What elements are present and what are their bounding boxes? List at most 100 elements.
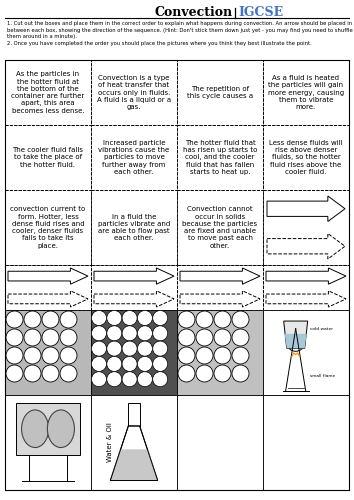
Bar [16,402,80,455]
Polygon shape [266,268,346,284]
Text: As the particles in
the hotter fluid at
the bottom of the
container are further
: As the particles in the hotter fluid at … [11,72,85,114]
Circle shape [153,326,168,341]
Text: convection current to
form. Hotter, less
dense fluid rises and
cooler, denser fl: convection current to form. Hotter, less… [10,206,86,248]
Circle shape [214,347,231,364]
Text: In a fluid the
particles vibrate and
are able to flow past
each other.: In a fluid the particles vibrate and are… [98,214,170,242]
Text: Increased particle
vibrations cause the
particles to move
further away from
each: Increased particle vibrations cause the … [98,140,170,175]
Circle shape [178,329,195,346]
Bar [177,60,263,125]
Circle shape [153,341,168,356]
Circle shape [122,310,137,326]
Circle shape [196,329,213,346]
Text: Convection: Convection [155,6,233,20]
Circle shape [6,365,23,382]
Text: Water & Oil: Water & Oil [107,422,113,463]
Circle shape [196,347,213,364]
Circle shape [24,347,41,364]
Bar [91,310,177,395]
Circle shape [24,329,41,346]
Circle shape [107,326,122,341]
Circle shape [107,341,122,356]
Circle shape [91,310,107,326]
Bar [177,125,263,190]
Circle shape [60,365,77,382]
Bar [177,265,263,310]
Text: Convection is a type
of heat transfer that
occurs only in fluids.
A fluid is a l: Convection is a type of heat transfer th… [97,75,171,110]
Polygon shape [94,291,174,307]
Circle shape [137,310,153,326]
Circle shape [107,372,122,386]
Circle shape [122,326,137,341]
Bar [5,395,91,490]
Circle shape [137,326,153,341]
Circle shape [91,341,107,356]
Bar [177,395,263,490]
Bar [177,310,263,395]
Polygon shape [8,291,88,307]
Polygon shape [266,291,346,307]
Bar [263,395,349,490]
Circle shape [60,347,77,364]
Polygon shape [94,268,174,284]
Text: As a fluid is heated
the particles will gain
more energy, causing
them to vibrat: As a fluid is heated the particles will … [268,75,344,110]
Circle shape [122,341,137,356]
Text: The hotter fluid that
has risen up starts to
cool, and the cooler
fluid that has: The hotter fluid that has risen up start… [183,140,257,175]
Bar [91,60,177,125]
Text: The repetition of
this cycle causes a: The repetition of this cycle causes a [187,86,253,99]
Circle shape [178,311,195,328]
Circle shape [214,329,231,346]
Circle shape [60,329,77,346]
Bar [5,310,91,395]
Circle shape [24,311,41,328]
Bar [5,190,91,265]
Circle shape [42,365,59,382]
Circle shape [178,365,195,382]
Bar [5,265,91,310]
Bar [91,190,177,265]
Polygon shape [180,291,260,307]
Text: cold water: cold water [310,326,333,330]
Bar [5,125,91,190]
Circle shape [107,356,122,372]
Text: small flame: small flame [310,374,336,378]
Bar [263,265,349,310]
Circle shape [6,311,23,328]
Circle shape [232,347,249,364]
Polygon shape [285,334,307,348]
Circle shape [122,356,137,372]
Circle shape [42,347,59,364]
Text: 1. Cut out the boxes and place them in the correct order to explain what happens: 1. Cut out the boxes and place them in t… [7,21,353,46]
Bar [177,190,263,265]
Circle shape [178,347,195,364]
Circle shape [91,372,107,386]
Text: Less dense fluids will
rise above denser
fluids, so the hotter
fluid rises above: Less dense fluids will rise above denser… [269,140,343,175]
Bar [128,402,140,426]
Circle shape [153,372,168,386]
Bar [91,395,177,490]
Circle shape [232,329,249,346]
Bar [263,190,349,265]
Circle shape [137,341,153,356]
Text: The cooler fluid falls
to take the place of
the hotter fluid.: The cooler fluid falls to take the place… [12,147,84,168]
Bar [91,265,177,310]
Circle shape [232,311,249,328]
Text: IGCSE: IGCSE [238,6,283,20]
Circle shape [153,356,168,372]
Bar [263,310,349,395]
Circle shape [42,311,59,328]
Polygon shape [110,426,158,480]
Polygon shape [267,196,345,222]
Bar [5,60,91,125]
Circle shape [6,347,23,364]
Circle shape [137,372,153,386]
Circle shape [232,365,249,382]
Circle shape [214,365,231,382]
Circle shape [6,329,23,346]
Circle shape [137,356,153,372]
Polygon shape [284,321,308,348]
Bar [91,125,177,190]
Circle shape [91,326,107,341]
Circle shape [42,329,59,346]
Polygon shape [8,268,88,284]
Polygon shape [267,234,345,259]
